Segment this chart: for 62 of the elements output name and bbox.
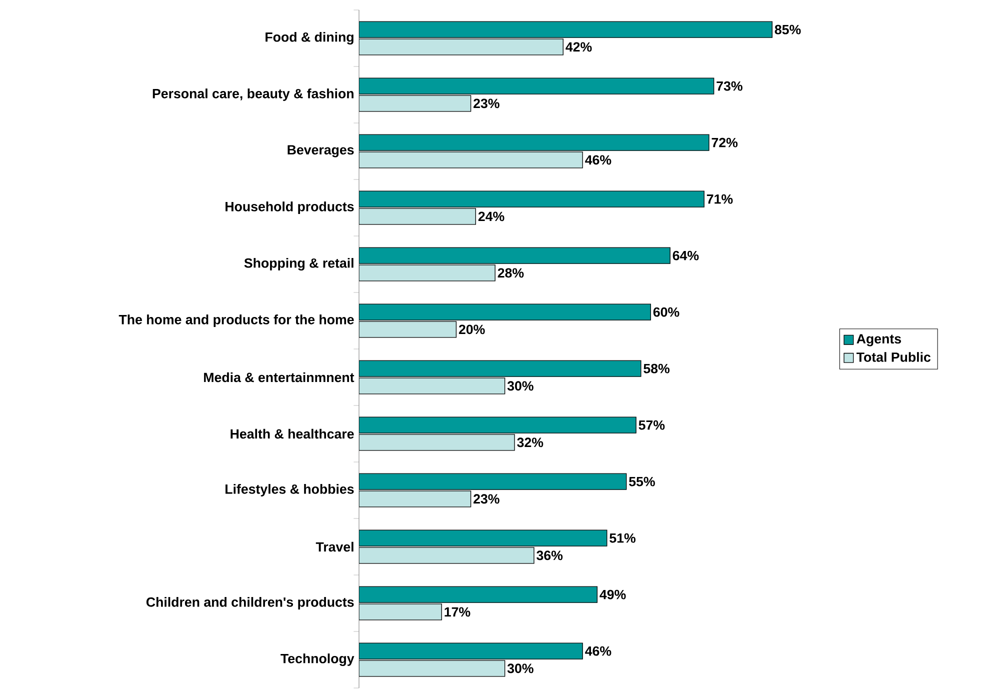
data-label: 58% xyxy=(644,364,670,374)
bar xyxy=(359,547,534,564)
bar xyxy=(359,247,670,264)
bar xyxy=(359,530,608,546)
data-label: 36% xyxy=(536,550,563,560)
bar xyxy=(359,78,714,94)
data-label: 42% xyxy=(566,42,592,52)
bar xyxy=(359,264,496,282)
y-tick-label: Beverages xyxy=(288,145,354,158)
y-tick-label: Travel xyxy=(316,542,354,552)
data-label: 49% xyxy=(600,590,626,600)
bar xyxy=(359,95,472,112)
data-label: 73% xyxy=(716,81,742,91)
data-label: 24% xyxy=(478,212,504,222)
data-label: 71% xyxy=(706,194,733,204)
legend-label: Total Public xyxy=(856,352,931,362)
data-label: 51% xyxy=(610,533,636,543)
bar xyxy=(359,434,515,451)
y-tick-label: Shopping & retail xyxy=(244,258,354,270)
y-tick-label: Technology xyxy=(280,654,354,666)
bar xyxy=(359,190,704,208)
y-tick-label: Media & entertainmnent xyxy=(204,372,354,382)
bar xyxy=(359,21,772,38)
data-label: 23% xyxy=(474,98,500,108)
bar xyxy=(359,660,506,677)
data-label: 57% xyxy=(638,420,665,430)
data-label: 30% xyxy=(507,381,534,391)
bar xyxy=(359,208,476,225)
bar xyxy=(359,416,636,434)
y-tick-label: Food & dining xyxy=(266,32,354,44)
bar xyxy=(359,152,583,168)
data-label: 23% xyxy=(474,494,500,504)
y-tick-label: Personal care, beauty & fashion xyxy=(152,88,354,101)
data-label: 17% xyxy=(444,607,470,617)
y-tick-label: Children and children's products xyxy=(146,597,354,610)
y-tick-label: Household products xyxy=(226,202,354,214)
y-tick-label: Lifestyles & hobbies xyxy=(226,484,354,496)
bar xyxy=(359,490,472,508)
bar xyxy=(359,134,710,151)
y-tick-label: The home and products for the home xyxy=(118,314,354,327)
data-label: 60% xyxy=(653,307,680,317)
bar xyxy=(359,360,642,377)
bar xyxy=(359,604,442,620)
data-label: 64% xyxy=(672,250,699,260)
data-label: 28% xyxy=(498,268,524,278)
data-label: 55% xyxy=(629,476,655,486)
legend-label: Agents xyxy=(856,334,902,346)
bar xyxy=(359,378,506,394)
bar xyxy=(359,38,564,56)
data-label: 46% xyxy=(585,155,612,165)
data-label: 30% xyxy=(507,664,534,674)
bar xyxy=(359,473,627,490)
bar xyxy=(359,642,583,660)
data-label: 20% xyxy=(458,324,485,334)
data-label: 72% xyxy=(712,138,738,148)
bar xyxy=(359,321,457,338)
bar xyxy=(359,304,651,320)
data-label: 32% xyxy=(517,438,544,448)
data-label: 85% xyxy=(774,24,801,34)
bar xyxy=(359,586,598,603)
y-tick-label: Health & healthcare xyxy=(230,428,354,439)
data-label: 46% xyxy=(585,646,612,656)
